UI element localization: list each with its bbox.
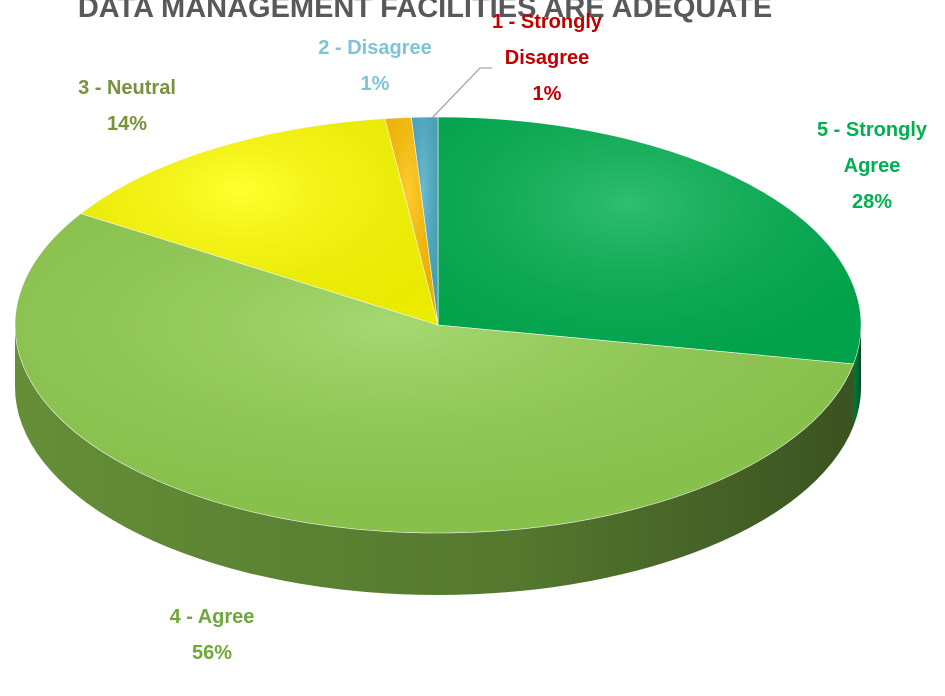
- label-value: 1%: [360, 73, 390, 95]
- data-label: 4 - Agree 56%: [142, 599, 282, 671]
- pie-sides: [15, 325, 861, 596]
- pie-side-shade: [15, 325, 854, 596]
- pie-slice-shine: [14, 213, 854, 533]
- pie-slice-shine: [438, 117, 862, 364]
- label-value: 1%: [532, 83, 562, 105]
- pie-slice-shine: [384, 117, 438, 326]
- chart-title: DATA MANAGEMENT FACILITIES ARE ADEQUATE: [77, 0, 773, 24]
- pie-slice-shine: [411, 117, 438, 325]
- pie-tops: [14, 116, 862, 534]
- leader-line: [431, 67, 492, 119]
- label-category: 2 - Disagree: [318, 37, 432, 59]
- data-label: 3 - Neutral 14%: [57, 70, 197, 142]
- label-value: 56%: [191, 642, 233, 664]
- data-label: 1 - Strongly Disagree 1%: [477, 4, 617, 112]
- label-category: 4 - Agree: [169, 606, 255, 628]
- label-category: 1 - Strongly Disagree: [491, 11, 602, 69]
- pie-side-shade: [853, 325, 861, 426]
- label-category: 3 - Neutral: [78, 77, 176, 99]
- label-value: 14%: [106, 113, 148, 135]
- data-label: 5 - Strongly Agree 28%: [802, 112, 942, 220]
- pie-slice-shine: [80, 118, 438, 326]
- data-label: 2 - Disagree 1%: [305, 30, 445, 102]
- label-category: 5 - Strongly Agree: [816, 119, 927, 177]
- label-value: 28%: [851, 191, 893, 213]
